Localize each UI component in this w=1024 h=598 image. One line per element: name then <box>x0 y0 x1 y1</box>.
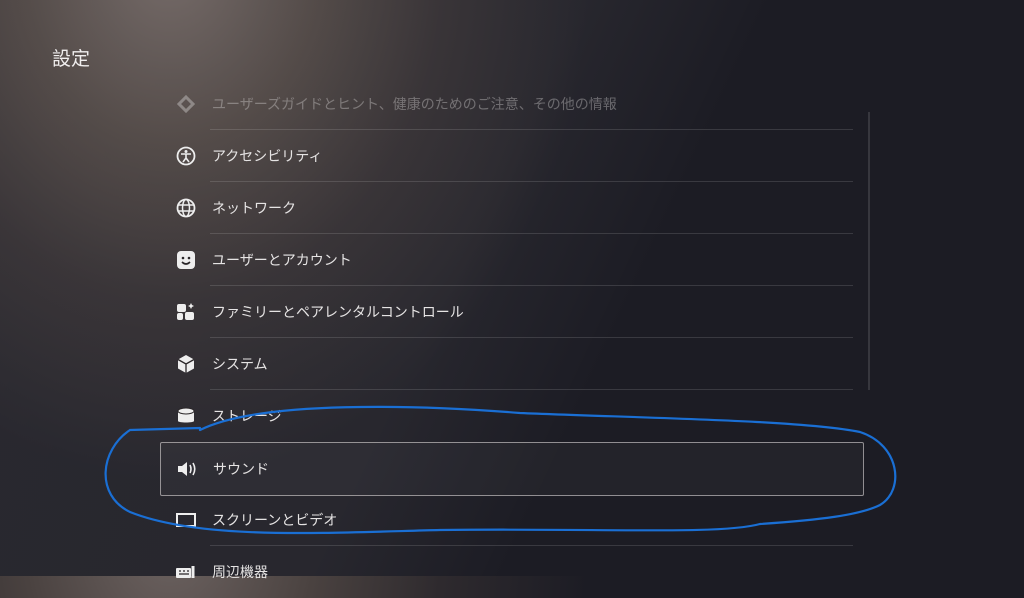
info-icon <box>174 92 198 116</box>
cube-icon <box>174 352 198 376</box>
menu-item-accessibility[interactable]: アクセシビリティ <box>160 130 864 182</box>
divider <box>210 233 853 234</box>
peripherals-icon <box>174 560 198 584</box>
menu-item-label: 周辺機器 <box>212 565 268 581</box>
menu-item-sound[interactable]: サウンド <box>160 442 864 496</box>
menu-item-guide[interactable]: ユーザーズガイドとヒント、健康のためのご注意、その他の情報 <box>160 78 864 130</box>
menu-item-label: ユーザーとアカウント <box>212 253 352 269</box>
page-title: 設定 <box>52 48 91 70</box>
menu-item-system[interactable]: システム <box>160 338 864 390</box>
speaker-icon <box>175 457 199 481</box>
divider <box>210 181 853 182</box>
user-face-icon <box>174 248 198 272</box>
menu-item-label: サウンド <box>213 462 269 478</box>
menu-item-label: ユーザーズガイドとヒント、健康のためのご注意、その他の情報 <box>212 97 617 113</box>
menu-item-label: システム <box>212 357 268 373</box>
divider <box>210 337 853 338</box>
menu-item-family[interactable]: ファミリーとペアレンタルコントロール <box>160 286 864 338</box>
menu-item-users[interactable]: ユーザーとアカウント <box>160 234 864 286</box>
menu-item-screen-video[interactable]: スクリーンとビデオ <box>160 494 864 546</box>
globe-icon <box>174 196 198 220</box>
divider <box>210 389 853 390</box>
accessibility-icon <box>174 144 198 168</box>
menu-item-label: ネットワーク <box>212 201 296 217</box>
screen-icon <box>174 508 198 532</box>
storage-icon <box>174 404 198 428</box>
menu-item-network[interactable]: ネットワーク <box>160 182 864 234</box>
menu-item-label: スクリーンとビデオ <box>212 513 338 529</box>
menu-item-storage[interactable]: ストレージ <box>160 390 864 442</box>
family-icon <box>174 300 198 324</box>
divider <box>210 545 853 546</box>
menu-item-peripherals[interactable]: 周辺機器 <box>160 546 864 598</box>
menu-item-label: ストレージ <box>212 409 282 425</box>
divider <box>210 129 853 130</box>
menu-item-label: ファミリーとペアレンタルコントロール <box>212 305 464 321</box>
menu-item-label: アクセシビリティ <box>212 149 323 165</box>
divider <box>210 285 853 286</box>
scrollbar[interactable] <box>868 112 870 390</box>
